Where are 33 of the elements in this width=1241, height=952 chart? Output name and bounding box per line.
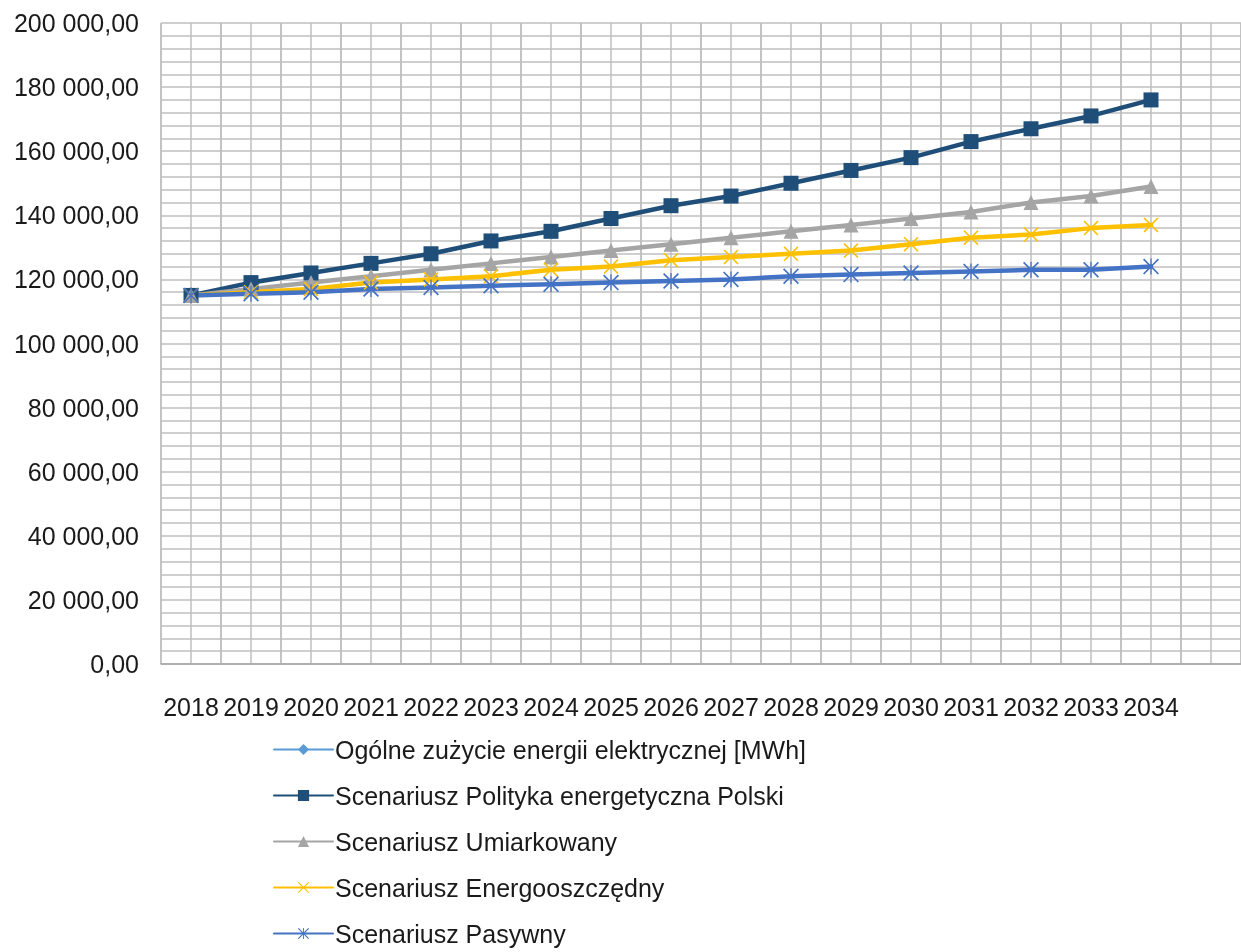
x-tick-label: 2029 <box>823 692 879 721</box>
legend-label: Scenariusz Pasywny <box>335 919 567 948</box>
y-tick-label: 200 000,00 <box>13 9 139 37</box>
legend-label: Scenariusz Umiarkowany <box>335 827 618 856</box>
y-tick-label: 160 000,00 <box>13 137 139 166</box>
legend-label: Ogólne zużycie energii elektrycznej [MWh] <box>335 735 807 764</box>
x-tick-label: 2020 <box>283 692 339 721</box>
x-tick-label: 2024 <box>523 692 579 721</box>
y-tick-label: 180 000,00 <box>13 73 139 102</box>
y-tick-label: 140 000,00 <box>13 201 139 230</box>
x-tick-label: 2033 <box>1063 692 1119 721</box>
legend-label: Scenariusz Energooszczędny <box>335 873 665 902</box>
y-tick-label: 120 000,00 <box>13 265 139 294</box>
x-tick-label: 2019 <box>223 692 279 721</box>
y-tick-label: 0,00 <box>90 650 139 678</box>
x-tick-label: 2026 <box>643 692 699 721</box>
y-tick-label: 100 000,00 <box>13 329 139 358</box>
y-tick-label: 40 000,00 <box>27 521 139 550</box>
y-tick-label: 60 000,00 <box>27 457 139 486</box>
x-tick-label: 2025 <box>583 692 639 721</box>
x-tick-label: 2021 <box>343 692 399 721</box>
x-tick-label: 2032 <box>1003 692 1059 721</box>
x-tick-label: 2034 <box>1123 692 1179 721</box>
y-tick-label: 80 000,00 <box>27 393 139 422</box>
x-tick-label: 2031 <box>943 692 999 721</box>
x-tick-label: 2028 <box>763 692 819 721</box>
legend-label: Scenariusz Polityka energetyczna Polski <box>335 781 784 810</box>
x-tick-label: 2023 <box>463 692 519 721</box>
x-tick-label: 2030 <box>883 692 939 721</box>
x-tick-label: 2022 <box>403 692 459 721</box>
x-tick-label: 2018 <box>163 692 219 721</box>
x-tick-label: 2027 <box>703 692 759 721</box>
y-tick-label: 20 000,00 <box>27 585 139 614</box>
